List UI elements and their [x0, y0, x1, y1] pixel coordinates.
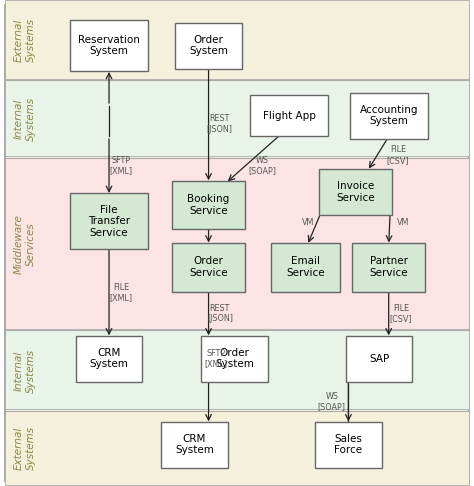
FancyBboxPatch shape [315, 421, 382, 468]
FancyBboxPatch shape [161, 421, 228, 468]
Text: Reservation
System: Reservation System [78, 35, 140, 56]
FancyBboxPatch shape [5, 80, 469, 156]
FancyBboxPatch shape [5, 330, 469, 409]
FancyBboxPatch shape [175, 22, 242, 69]
FancyBboxPatch shape [346, 335, 412, 382]
Text: Order
System: Order System [215, 348, 254, 369]
Text: FILE
[XML]: FILE [XML] [109, 283, 132, 302]
Text: File
Transfer
Service: File Transfer Service [88, 205, 130, 238]
Text: SAP: SAP [369, 354, 389, 364]
Text: REST
[JSON]: REST [JSON] [207, 304, 233, 323]
Text: Partner
Service: Partner Service [369, 257, 408, 278]
Text: WS
[SOAP]: WS [SOAP] [248, 156, 277, 175]
Text: Email
Service: Email Service [286, 257, 325, 278]
Text: Flight App: Flight App [263, 111, 316, 121]
FancyBboxPatch shape [250, 95, 328, 136]
Text: Accounting
System: Accounting System [359, 105, 418, 126]
FancyBboxPatch shape [172, 243, 246, 292]
Text: Sales
Force: Sales Force [334, 434, 363, 455]
FancyBboxPatch shape [76, 335, 142, 382]
FancyBboxPatch shape [201, 335, 268, 382]
Text: REST
[JSON]: REST [JSON] [206, 114, 232, 134]
FancyBboxPatch shape [5, 0, 469, 79]
FancyBboxPatch shape [349, 92, 428, 139]
FancyBboxPatch shape [70, 193, 148, 249]
Text: Internal
Systems: Internal Systems [14, 348, 36, 393]
Text: Order
Service: Order Service [189, 257, 228, 278]
FancyBboxPatch shape [352, 243, 425, 292]
Text: WS
[SOAP]: WS [SOAP] [318, 392, 346, 412]
FancyBboxPatch shape [5, 158, 469, 329]
FancyBboxPatch shape [5, 411, 469, 485]
Text: VM: VM [397, 218, 410, 226]
Text: Middleware
Services: Middleware Services [14, 214, 36, 274]
Text: CRM
System: CRM System [90, 348, 128, 369]
Text: FILE
[CSV]: FILE [CSV] [387, 145, 410, 165]
Text: External
Systems: External Systems [14, 426, 36, 470]
Text: External
Systems: External Systems [14, 18, 36, 62]
Text: CRM
System: CRM System [175, 434, 214, 455]
Text: FILE
[CSV]: FILE [CSV] [390, 304, 412, 323]
Text: Invoice
Service: Invoice Service [336, 181, 375, 203]
Text: Booking
Service: Booking Service [187, 194, 230, 216]
Text: SFTP
[XML]: SFTP [XML] [109, 156, 132, 175]
FancyBboxPatch shape [319, 169, 392, 215]
Text: VM: VM [302, 218, 315, 226]
FancyBboxPatch shape [271, 243, 340, 292]
FancyBboxPatch shape [70, 20, 148, 71]
Text: SFTP
[XML]: SFTP [XML] [205, 349, 228, 368]
Text: Order
System: Order System [189, 35, 228, 56]
Text: Internal
Systems: Internal Systems [14, 97, 36, 141]
FancyBboxPatch shape [5, 5, 469, 481]
FancyBboxPatch shape [172, 181, 246, 229]
